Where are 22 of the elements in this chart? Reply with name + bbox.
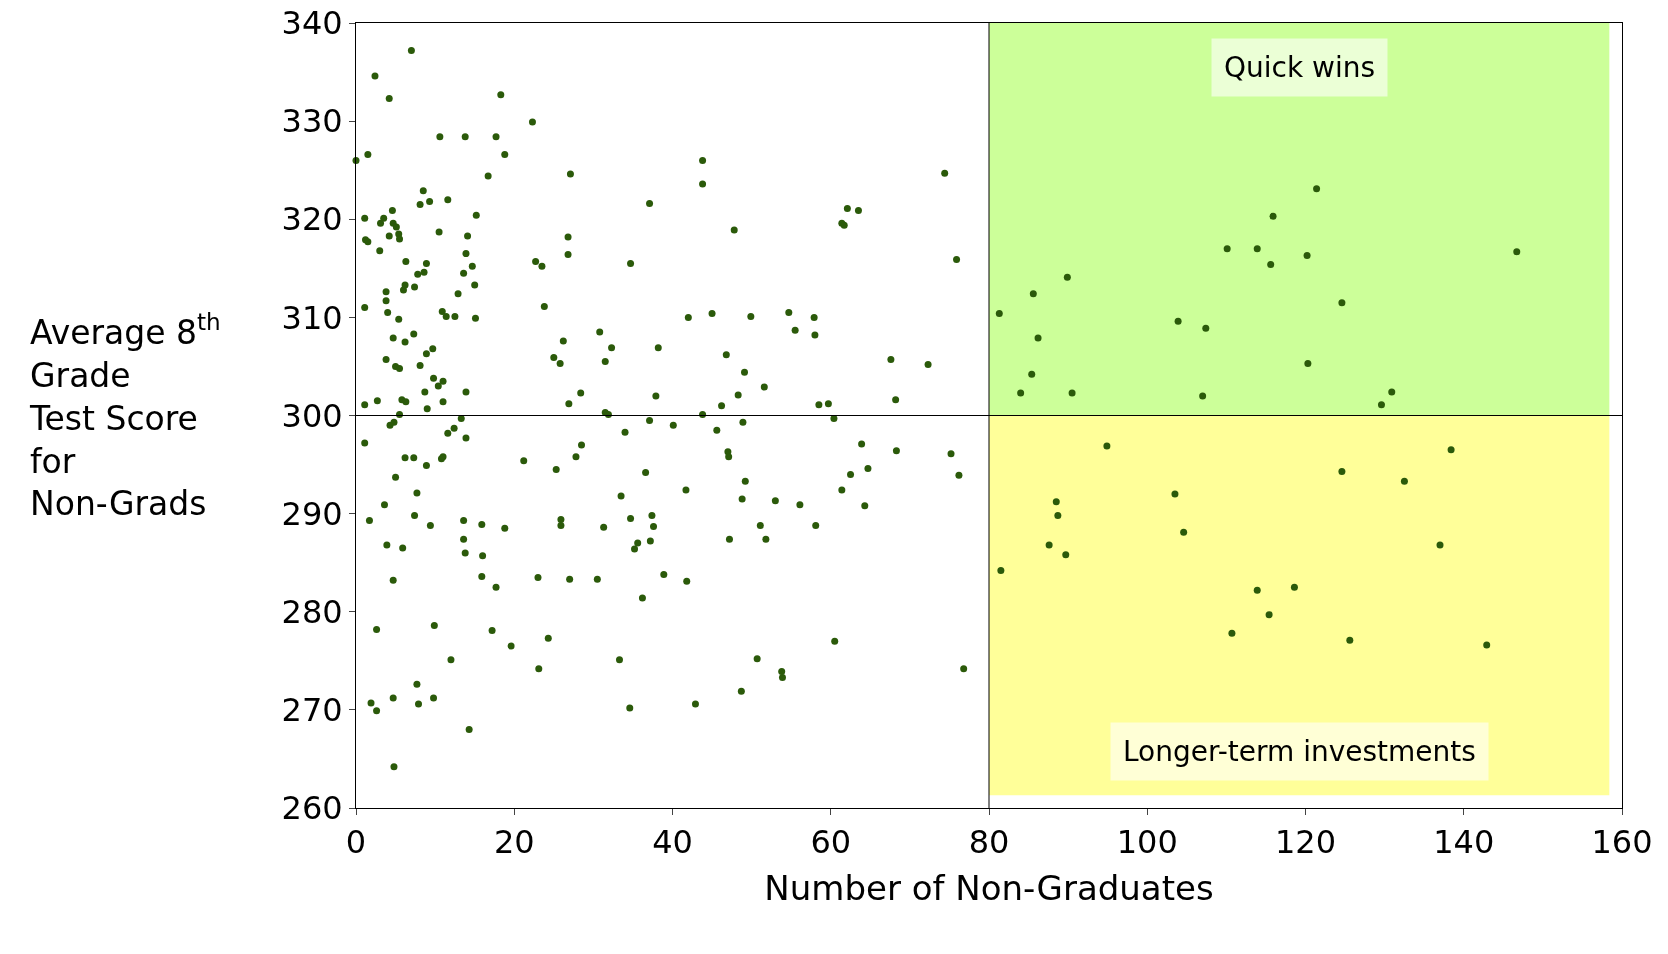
x-tick-label: 80: [968, 823, 1010, 862]
x-tick-label: 120: [1274, 823, 1337, 862]
y-tick-label: 290: [281, 494, 343, 533]
y-tick-label: 300: [281, 396, 343, 435]
x-tick-label: 60: [810, 823, 852, 862]
y-tick-label: 270: [281, 691, 343, 730]
x-tick-label: 20: [493, 823, 535, 862]
y-tick-label: 260: [281, 789, 343, 828]
band-label: Longer-term investments: [1123, 735, 1476, 768]
y-tick-label: 330: [281, 102, 343, 141]
x-tick-label: 100: [1116, 823, 1178, 862]
x-tick-label: 0: [345, 823, 367, 862]
text: Average 8$^{th}$ Grade Test Score for Non-Grads: [30, 309, 221, 524]
y-tick-label: 280: [281, 592, 343, 631]
y-tick-label: 320: [281, 200, 343, 239]
y-tick-label: 310: [281, 298, 343, 337]
band-label: Quick wins: [1224, 51, 1376, 84]
x-tick-label: 40: [652, 823, 693, 862]
x-axis-title: Number of Non-Graduates: [764, 867, 1214, 908]
x-tick-label: 160: [1591, 823, 1653, 862]
x-tick-label: 140: [1433, 823, 1495, 862]
y-tick-label: 340: [281, 4, 343, 43]
